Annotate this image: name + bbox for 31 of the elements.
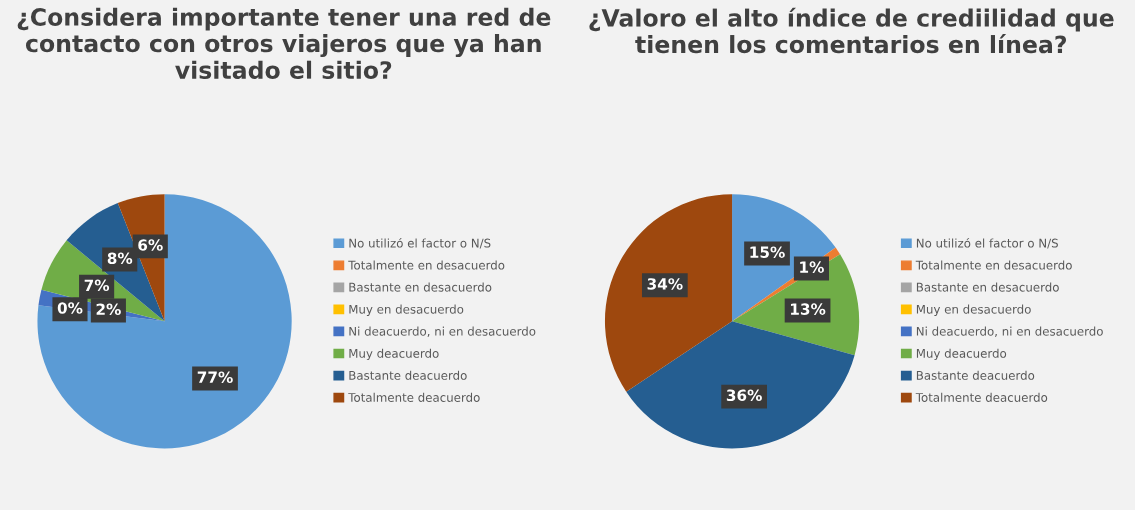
chart-title: ¿Considera importante tener una red de contacto con otros viajeros que ya han visitado el sitio? [17, 7, 551, 79]
legend-label: No utilizó el factor o N/S [349, 237, 491, 249]
pie-slice [626, 321, 855, 449]
data-label: 6% [138, 239, 163, 251]
legend-label: Bastante deacuerdo [916, 370, 1035, 380]
data-label: 77% [197, 371, 233, 383]
legend-label: Totalmente en desacuerdo [915, 260, 1072, 270]
legend-label: Muy en desacuerdo [916, 304, 1031, 316]
legend-label: Bastante en desacuerdo [349, 282, 492, 292]
data-label: 13% [791, 303, 826, 315]
data-label: 8% [107, 252, 133, 265]
data-label: 36% [726, 389, 762, 402]
legend-label: Ni deacuerdo, ni en desacuerdo [349, 326, 536, 337]
legend-label: Totalmente en desacuerdo [348, 260, 505, 270]
data-label: 1% [800, 261, 824, 273]
legend-label: Bastante en desacuerdo [916, 282, 1059, 292]
legend-label: No utilizó el factor o N/S [916, 237, 1058, 249]
pie-slice [37, 194, 292, 449]
legend-label: Muy deacuerdo [349, 348, 439, 361]
data-label: 15% [750, 246, 785, 258]
data-label: 34% [647, 278, 683, 290]
legend-label: Bastante deacuerdo [349, 370, 467, 380]
data-label: 7% [84, 279, 110, 292]
legend-label: Muy en desacuerdo [349, 304, 464, 316]
chart-title: ¿Valoro el alto índice de crediilidad que tienen los comentarios en línea? [589, 7, 1114, 54]
data-label: 2% [96, 303, 121, 316]
legend-label: Totalmente deacuerdo [348, 392, 480, 402]
legend-label: Muy deacuerdo [916, 348, 1007, 361]
text: 0% [57, 302, 83, 314]
legend-label: Ni deacuerdo, ni en desacuerdo [916, 326, 1103, 337]
legend-label: Totalmente deacuerdo [915, 392, 1048, 402]
